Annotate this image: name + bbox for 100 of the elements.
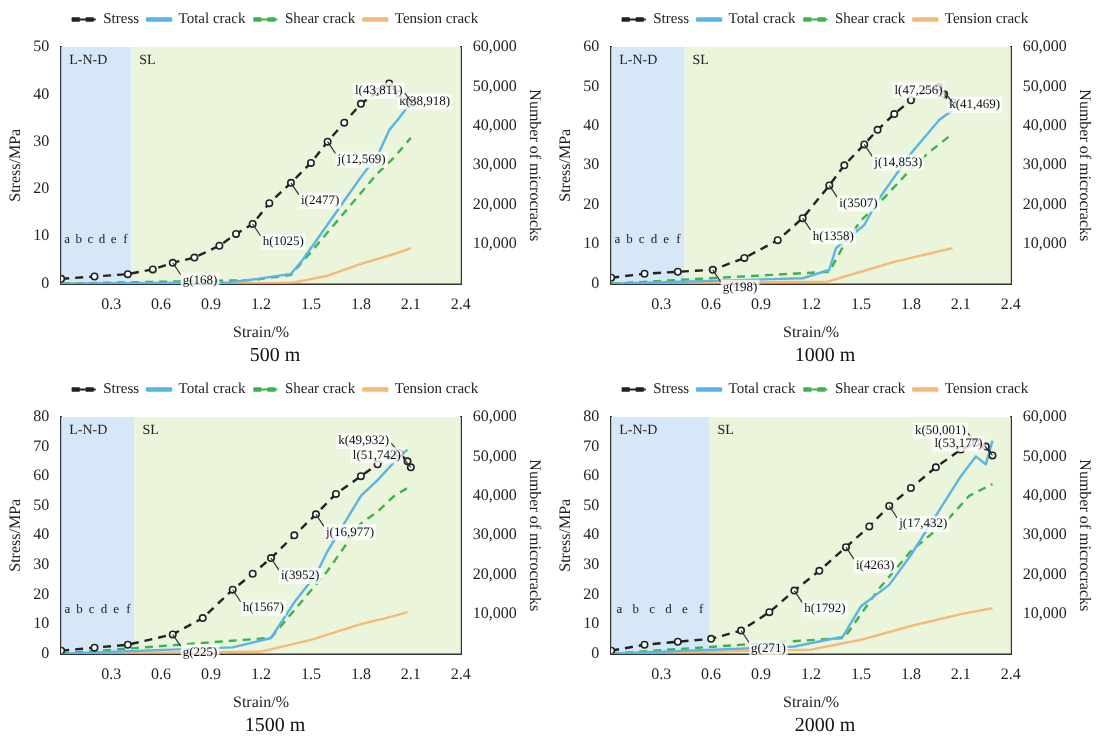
x-axis-title: Strain/% — [783, 322, 840, 341]
x-tick-label: 1.8 — [350, 295, 371, 314]
y2-tick-label: 30,000 — [472, 155, 517, 174]
x-tick-label: 1.8 — [350, 665, 371, 684]
y2-tick-label: 10,000 — [472, 604, 517, 623]
y-tick-label: 0 — [41, 273, 50, 292]
y2-axis-title: Number of microcracks — [1076, 459, 1095, 612]
x-tick-label: 2.1 — [950, 665, 971, 684]
x-axis-title: Strain/% — [233, 322, 290, 341]
y-tick-label: 30 — [583, 155, 600, 174]
x-tick-label: 2.1 — [400, 295, 421, 314]
x-tick-label: 2.4 — [1000, 665, 1021, 684]
y-tick-label: 70 — [583, 436, 600, 455]
y-tick-label: 0 — [41, 643, 50, 662]
text: 500 m — [249, 345, 301, 368]
y2-tick-label: 40,000 — [472, 116, 517, 135]
y-tick-label: 10 — [583, 234, 600, 253]
y-tick-label: 40 — [583, 525, 600, 544]
y-axis-title: Stress/MPa — [555, 497, 574, 572]
text: 2000 m — [794, 715, 856, 738]
y2-tick-label: 40,000 — [472, 486, 517, 505]
y2-tick-label: 20,000 — [472, 564, 517, 583]
y2-tick-label: 60,000 — [472, 407, 517, 426]
y2-tick-label: 10,000 — [1022, 234, 1067, 253]
x-tick-label: 1.2 — [801, 665, 821, 684]
x-tick-label: 1.2 — [251, 295, 271, 314]
x-tick-label: 1.5 — [300, 665, 321, 684]
y-tick-label: 40 — [33, 84, 50, 103]
y-axis-title: Stress/MPa — [5, 127, 24, 202]
y-tick-label: 30 — [33, 131, 50, 150]
y-tick-label: 80 — [583, 407, 600, 426]
y-tick-label: 20 — [33, 584, 50, 603]
y-axis-title: Stress/MPa — [5, 497, 24, 572]
x-tick-label: 0.6 — [151, 665, 172, 684]
x-tick-label: 0.6 — [151, 295, 172, 314]
x-axis-title: Strain/% — [783, 692, 840, 711]
y2-tick-label: 50,000 — [472, 76, 517, 95]
y-tick-label: 50 — [33, 37, 50, 56]
y-tick-label: 50 — [583, 495, 600, 514]
x-tick-label: 0.9 — [201, 665, 222, 684]
x-tick-label: 0.3 — [101, 665, 122, 684]
y-tick-label: 50 — [33, 495, 50, 514]
text: 1500 m — [244, 715, 306, 738]
x-tick-label: 0.9 — [201, 295, 222, 314]
y2-tick-label: 40,000 — [1022, 116, 1067, 135]
x-tick-label: 0.3 — [101, 295, 122, 314]
y-tick-label: 60 — [583, 466, 600, 485]
x-tick-label: 2.1 — [400, 665, 421, 684]
y2-tick-label: 60,000 — [1022, 407, 1067, 426]
y-tick-label: 30 — [33, 555, 50, 574]
y-tick-label: 70 — [33, 436, 50, 455]
x-tick-label: 0.6 — [701, 295, 722, 314]
x-tick-label: 1.5 — [850, 665, 871, 684]
y-tick-label: 0 — [591, 273, 600, 292]
y-tick-label: 20 — [583, 194, 600, 213]
y-tick-label: 0 — [591, 643, 600, 662]
x-tick-label: 2.4 — [450, 665, 471, 684]
y-axis-title: Stress/MPa — [555, 127, 574, 202]
y-tick-label: 80 — [33, 407, 50, 426]
x-tick-label: 0.9 — [751, 665, 772, 684]
y2-tick-label: 10,000 — [472, 234, 517, 253]
x-tick-label: 0.6 — [701, 665, 722, 684]
y-tick-label: 30 — [583, 555, 600, 574]
x-tick-label: 1.5 — [850, 295, 871, 314]
y-tick-label: 60 — [33, 466, 50, 485]
y-tick-label: 10 — [33, 226, 50, 245]
x-tick-label: 1.8 — [900, 665, 921, 684]
y2-tick-label: 20,000 — [472, 194, 517, 213]
y2-tick-label: 30,000 — [1022, 155, 1067, 174]
x-tick-label: 0.3 — [651, 665, 672, 684]
y2-tick-label: 20,000 — [1022, 564, 1067, 583]
x-axis-title: Strain/% — [233, 692, 290, 711]
y-tick-label: 40 — [583, 116, 600, 135]
y-tick-label: 20 — [583, 584, 600, 603]
x-tick-label: 1.5 — [300, 295, 321, 314]
x-tick-label: 2.4 — [450, 295, 471, 314]
y2-tick-label: 20,000 — [1022, 194, 1067, 213]
y-tick-label: 60 — [583, 37, 600, 56]
y-tick-label: 40 — [33, 525, 50, 544]
x-tick-label: 1.2 — [801, 295, 821, 314]
y2-axis-title: Number of microcracks — [526, 459, 545, 612]
y-tick-label: 20 — [33, 179, 50, 198]
x-tick-label: 2.4 — [1000, 295, 1021, 314]
x-tick-label: 0.3 — [651, 295, 672, 314]
y2-tick-label: 30,000 — [472, 525, 517, 544]
y2-axis-title: Number of microcracks — [1076, 89, 1095, 242]
y-tick-label: 50 — [583, 76, 600, 95]
y-tick-label: 10 — [583, 614, 600, 633]
x-tick-label: 1.8 — [900, 295, 921, 314]
y2-tick-label: 50,000 — [472, 446, 517, 465]
y2-tick-label: 30,000 — [1022, 525, 1067, 544]
y2-tick-label: 60,000 — [1022, 37, 1067, 56]
y2-tick-label: 10,000 — [1022, 604, 1067, 623]
y2-tick-label: 60,000 — [472, 37, 517, 56]
y2-tick-label: 50,000 — [1022, 76, 1067, 95]
y2-tick-label: 40,000 — [1022, 486, 1067, 505]
y-tick-label: 10 — [33, 614, 50, 633]
y2-axis-title: Number of microcracks — [526, 89, 545, 242]
y2-tick-label: 50,000 — [1022, 446, 1067, 465]
x-tick-label: 0.9 — [751, 295, 772, 314]
